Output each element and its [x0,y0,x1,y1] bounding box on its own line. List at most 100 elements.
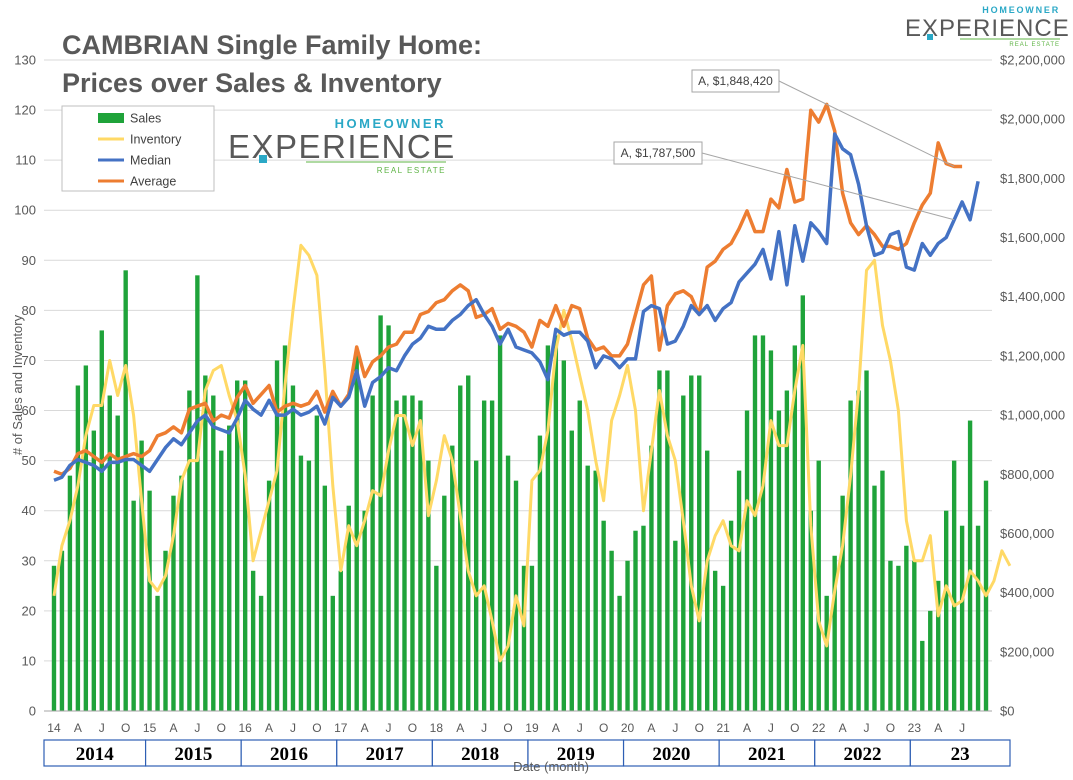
sales-bar [115,415,120,711]
sales-bar [123,270,128,711]
year-label: 2022 [844,744,882,765]
logo-large-sub: REAL ESTATE [377,166,446,175]
sales-bar [904,545,909,711]
left-tick-label: 70 [22,353,36,368]
sales-bar [131,500,136,711]
sales-bar [489,400,495,711]
sales-bar [880,470,885,711]
year-label: 23 [951,744,970,765]
left-tick-label: 90 [22,253,36,268]
sales-bar [179,475,184,711]
sales-bar [75,385,81,711]
year-label: 2017 [366,744,405,765]
sales-bar [569,430,574,711]
sales-bar [107,395,112,711]
logo-small: HOMEOWNER EXPERIENCE REAL ESTATE [905,5,1069,48]
x-tick-label: O [312,721,321,735]
annotation-box [613,141,703,165]
sales-bar [752,335,758,711]
year-label: 2018 [461,744,499,765]
sales-bar [83,365,89,711]
sales-bar [784,390,790,711]
year-label: 2019 [557,744,595,765]
x-tick-label: A [265,721,273,735]
sales-bar [51,565,57,711]
sales-bars [51,270,989,711]
sales-bar [760,335,766,711]
sales-bar [505,455,511,711]
legend-swatch-sales [98,113,124,123]
sales-bar [386,325,391,711]
left-tick-label: 0 [29,704,36,719]
logo-small-top: HOMEOWNER [982,5,1060,15]
right-tick-label: $1,200,000 [1000,348,1065,363]
x-tick-label: O [217,721,226,735]
sales-bar [705,450,710,711]
annotation-label: A, $1,848,420 [698,74,773,88]
year-label: 2016 [270,744,308,765]
sales-bar [848,400,853,711]
x-tick-label: 22 [812,721,826,735]
sales-bar [147,490,152,711]
logo-large: HOMEOWNER EXPERIENCE REAL ESTATE [228,116,454,175]
average-line [53,102,963,477]
x-tick-label: 21 [716,721,730,735]
sales-bar [426,460,431,711]
year-label: 2014 [76,744,115,765]
sales-bar [298,455,304,711]
sales-bar [816,460,821,711]
sales-bar [808,510,813,711]
left-tick-label: 60 [22,403,36,418]
legend-label-median: Median [130,154,171,168]
x-tick-label: O [503,721,512,735]
left-tick-label: 50 [22,453,36,468]
house-icon [927,34,933,40]
x-tick-label: O [695,721,704,735]
sales-bar [673,540,678,711]
house-icon [259,155,267,163]
year-box [240,739,338,767]
year-label: 2020 [652,744,690,765]
sales-bar [346,505,351,711]
sales-bar [609,550,614,711]
right-tick-label: $1,800,000 [1000,171,1065,186]
left-tick-label: 80 [22,303,36,318]
x-tick-label: 20 [621,721,635,735]
sales-bar [936,580,941,711]
sales-bar [155,595,160,711]
annotations: A, $1,848,420 A, $1,787,500 [613,69,955,221]
sales-bar [410,395,415,711]
x-tick-label: A [552,721,560,735]
x-tick-label: J [768,721,774,735]
left-tick-label: 10 [22,653,36,668]
sales-bar [928,610,933,711]
sales-bar [736,470,742,711]
sales-bar [920,640,925,711]
x-tick-label: 17 [334,721,348,735]
sales-bar [171,495,176,711]
sales-bar [322,485,328,711]
sales-bar [601,520,606,711]
sales-bar [744,410,750,711]
right-tick-label: $0 [1000,704,1014,719]
sales-bar [689,375,694,711]
sales-bar [250,570,256,711]
x-tick-label: O [790,721,799,735]
sales-bar [282,345,288,711]
sales-bar [537,435,543,711]
year-box [909,739,1011,767]
left-tick-label: 130 [14,53,36,68]
sales-bar [697,375,702,711]
x-tick-label: J [481,721,487,735]
x-tick-label: O [886,721,895,735]
sales-bar [458,385,463,711]
legend: Sales Inventory Median Average [61,105,215,192]
axes: 0 10 20 30 40 50 60 70 80 90 100 110 120 130 $0 $200,00… [14,53,1065,736]
sales-bar [561,360,567,711]
left-tick-label: 40 [22,503,36,518]
legend-label-inventory: Inventory [130,133,182,147]
annotation-label: A, $1,787,500 [621,146,696,160]
right-tick-label: $2,000,000 [1000,112,1065,127]
sales-bar [67,475,73,711]
left-tick-label: 110 [15,153,36,168]
